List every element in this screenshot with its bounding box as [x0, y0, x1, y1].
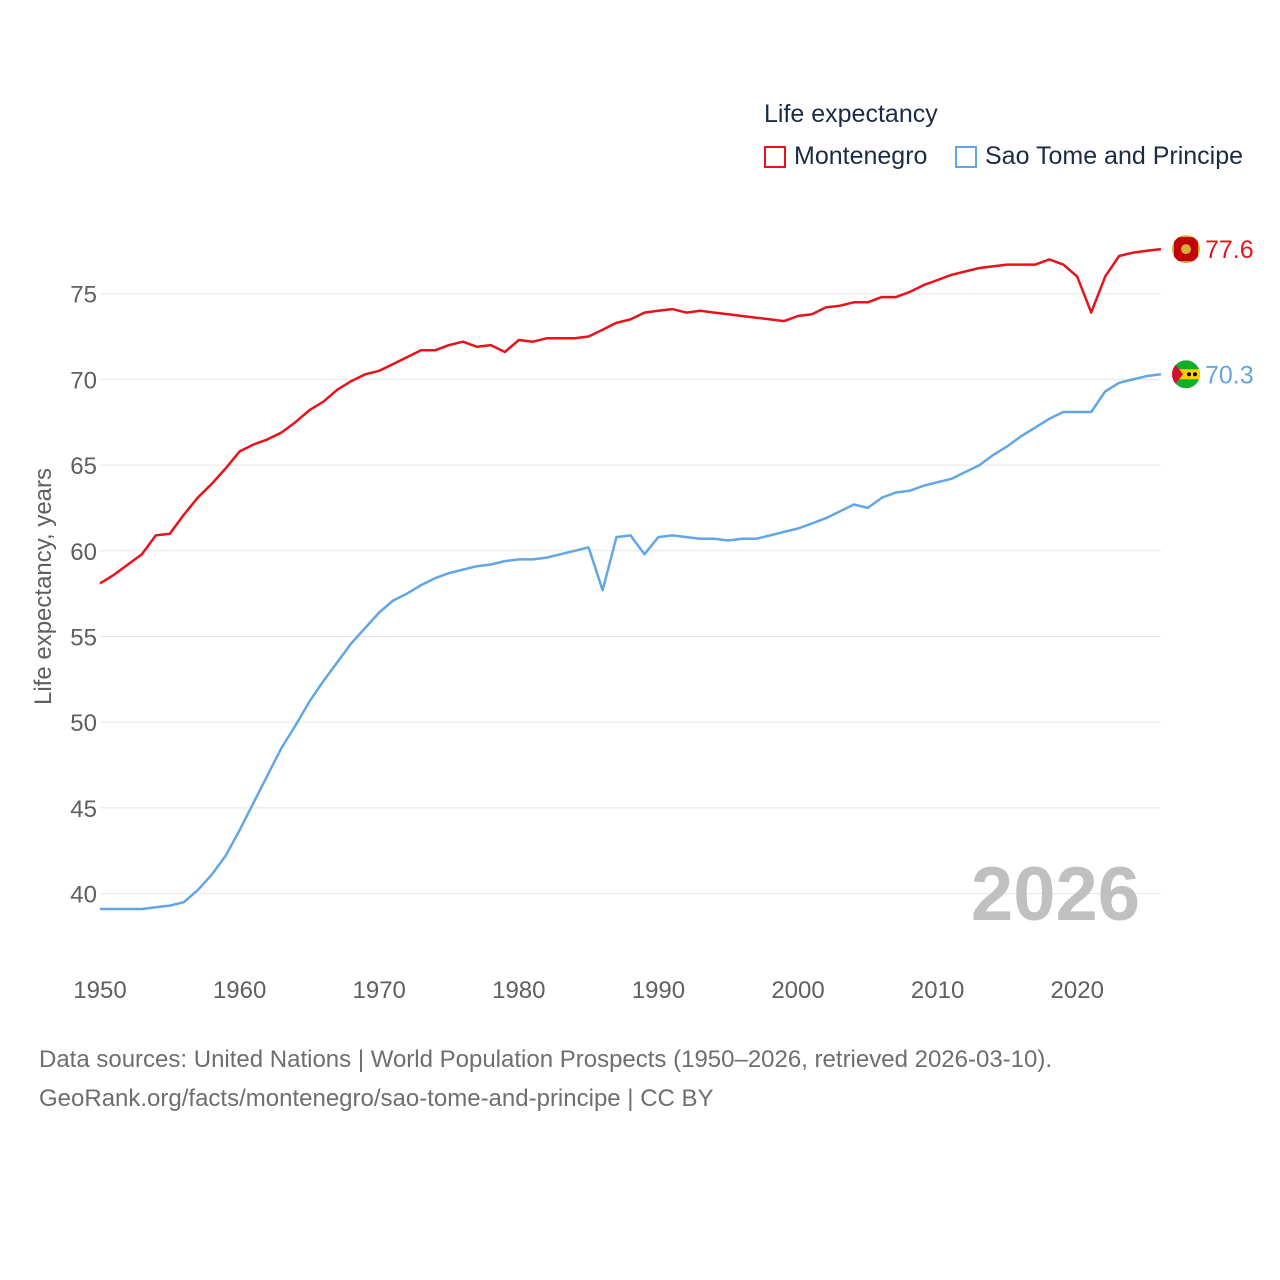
- legend-label-montenegro: Montenegro: [794, 142, 928, 170]
- x-tick-label-1950: 1950: [73, 977, 126, 1004]
- y-tick-label-55: 55: [70, 624, 97, 651]
- year-watermark: 2026: [971, 852, 1140, 937]
- sao-tome-and-principe-flag-icon: [1172, 360, 1200, 389]
- montenegro-flag-icon: [1172, 235, 1200, 264]
- series-line-montenegro: [99, 247, 1162, 585]
- x-tick-label-1960: 1960: [213, 977, 266, 1004]
- y-tick-label-65: 65: [70, 453, 97, 480]
- end-value-label-montenegro: 77.6: [1205, 236, 1254, 264]
- legend-swatch-montenegro: [764, 145, 786, 168]
- legend-swatch-sao-tome-and-principe: [955, 145, 977, 168]
- end-value-label-sao-tome-and-principe: 70.3: [1205, 361, 1254, 389]
- source-line-1: Data sources: United Nations | World Pop…: [39, 1046, 1053, 1073]
- x-tick-label-1970: 1970: [353, 977, 406, 1004]
- x-tick-label-1990: 1990: [632, 977, 685, 1004]
- legend-title: Life expectancy: [764, 100, 938, 128]
- y-axis-label: Life expectancy, years: [30, 468, 57, 705]
- legend-label-sao-tome-and-principe: Sao Tome and Principe: [985, 142, 1244, 170]
- x-tick-label-2010: 2010: [911, 977, 964, 1004]
- y-tick-label-75: 75: [70, 282, 97, 309]
- legend-item-montenegro[interactable]: Montenegro: [764, 142, 927, 171]
- y-tick-label-70: 70: [70, 367, 97, 394]
- x-tick-label-2000: 2000: [771, 977, 824, 1004]
- source-line-2[interactable]: GeoRank.org/facts/montenegro/sao-tome-an…: [39, 1085, 714, 1112]
- series-line-sao-tome-and-principe: [100, 373, 1162, 911]
- y-tick-label-45: 45: [70, 796, 97, 823]
- x-tick-label-2020: 2020: [1051, 977, 1104, 1004]
- x-tick-label-1980: 1980: [492, 977, 545, 1004]
- y-tick-label-50: 50: [70, 710, 97, 737]
- legend-item-sao-tome-and-principe[interactable]: Sao Tome and Principe: [955, 142, 1243, 171]
- y-tick-label-60: 60: [70, 539, 97, 566]
- y-tick-label-40: 40: [70, 882, 97, 909]
